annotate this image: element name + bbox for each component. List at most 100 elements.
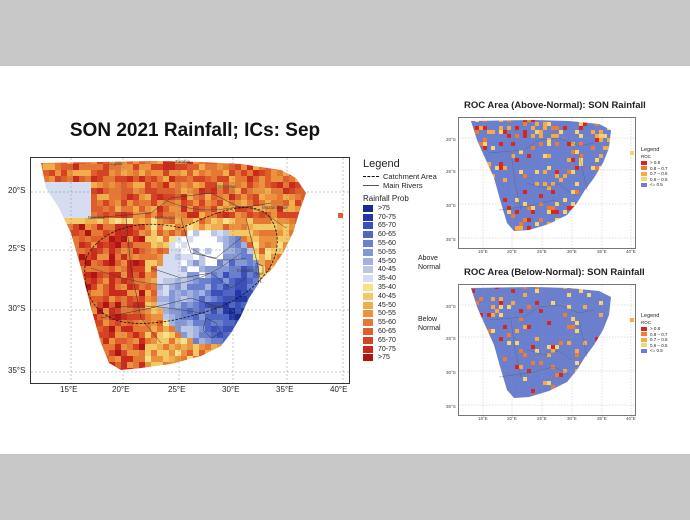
roc-cell bbox=[471, 401, 475, 405]
roc-cell bbox=[559, 242, 563, 246]
roc-cell bbox=[515, 130, 520, 135]
roc-cell bbox=[555, 287, 560, 290]
rainfall-cell bbox=[205, 218, 212, 225]
rainfall-cell bbox=[271, 194, 278, 201]
roc-cell bbox=[615, 170, 619, 174]
roc-cell bbox=[487, 182, 492, 187]
rainfall-cell bbox=[181, 182, 188, 189]
rainfall-cell bbox=[229, 200, 236, 207]
rainfall-cell bbox=[157, 248, 164, 255]
roc-cell bbox=[499, 158, 504, 163]
rainfall-cell bbox=[41, 212, 44, 219]
rainfall-cell bbox=[337, 368, 343, 374]
roc-cell bbox=[463, 210, 467, 214]
rainfall-cell bbox=[307, 356, 313, 362]
roc-cell bbox=[535, 293, 540, 298]
roc-cell bbox=[483, 158, 488, 163]
rainfall-cell bbox=[229, 356, 236, 363]
rainfall-cell bbox=[283, 368, 290, 370]
rainfall-cell bbox=[49, 296, 56, 303]
roc-cell bbox=[623, 118, 627, 122]
roc-cell bbox=[483, 325, 488, 330]
roc-cell bbox=[603, 297, 608, 302]
roc-cell bbox=[479, 317, 484, 322]
roc-cell bbox=[607, 329, 611, 334]
rainfall-cell bbox=[199, 254, 206, 261]
rainfall-cell bbox=[205, 374, 211, 380]
roc-cell bbox=[547, 130, 552, 135]
rainfall-cell bbox=[247, 236, 254, 243]
rainfall-cell bbox=[247, 254, 254, 261]
rainfall-cell bbox=[289, 278, 296, 285]
rainfall-cell bbox=[103, 350, 110, 357]
roc-cell bbox=[519, 373, 524, 378]
roc-cell bbox=[627, 246, 631, 248]
roc-cell bbox=[459, 381, 463, 385]
roc-cell bbox=[555, 238, 559, 242]
roc-cell bbox=[495, 365, 500, 370]
roc-cell bbox=[547, 194, 552, 199]
roc-cell bbox=[503, 397, 508, 398]
rainfall-cell bbox=[97, 374, 103, 380]
roc-cell bbox=[475, 293, 480, 298]
rainfall-cell bbox=[127, 296, 134, 303]
roc-cell bbox=[479, 287, 484, 290]
roc-cell bbox=[603, 154, 608, 159]
roc-cell bbox=[583, 389, 588, 394]
roc-cell bbox=[563, 297, 568, 302]
rainfall-cell bbox=[283, 326, 290, 333]
place-namibia: Namibia bbox=[88, 215, 105, 220]
roc-cell bbox=[559, 170, 564, 175]
roc-cell bbox=[615, 301, 619, 305]
roc-cell bbox=[527, 385, 532, 390]
roc-cell bbox=[535, 146, 540, 151]
roc-cell bbox=[463, 393, 467, 397]
roc-cell bbox=[535, 393, 540, 398]
rainfall-cell bbox=[271, 161, 278, 165]
roc-cell bbox=[539, 162, 544, 167]
roc-cell bbox=[459, 357, 463, 361]
roc-cell bbox=[463, 198, 467, 202]
rainfall-cell bbox=[277, 236, 284, 243]
roc-cell bbox=[575, 373, 580, 378]
rainfall-cell bbox=[43, 332, 50, 339]
roc-cell bbox=[539, 182, 544, 187]
rainfall-cell bbox=[91, 368, 98, 370]
rainfall-cell bbox=[157, 344, 164, 351]
roc-cell bbox=[603, 301, 608, 306]
rainfall-cell bbox=[109, 236, 116, 243]
roc-cell bbox=[583, 341, 588, 346]
roc-cell bbox=[515, 409, 519, 413]
roc-cell bbox=[551, 246, 555, 248]
roc-cell bbox=[471, 385, 476, 390]
roc-cell bbox=[611, 122, 615, 126]
roc-cell bbox=[491, 246, 495, 248]
roc-cell bbox=[527, 305, 532, 310]
roc-cell bbox=[471, 246, 475, 248]
roc-cell bbox=[543, 337, 548, 342]
rainfall-cell bbox=[265, 248, 272, 255]
rainfall-cell bbox=[55, 272, 62, 279]
roc-cell bbox=[471, 365, 476, 370]
roc-cell bbox=[571, 393, 576, 398]
rainfall-cell bbox=[253, 230, 260, 237]
rainfall-cell bbox=[127, 206, 134, 213]
roc-cell bbox=[479, 206, 484, 211]
roc-cell bbox=[547, 287, 552, 290]
roc-cell bbox=[463, 218, 467, 222]
roc-class-swatch bbox=[641, 160, 647, 165]
roc-cell bbox=[531, 120, 536, 123]
roc-cell bbox=[495, 222, 500, 227]
rainfall-cell bbox=[319, 248, 325, 254]
roc-cell bbox=[627, 389, 631, 393]
rainfall-cell bbox=[175, 248, 182, 255]
roc-cell bbox=[607, 301, 611, 306]
rainfall-cell bbox=[325, 182, 331, 188]
rainfall-cell bbox=[121, 350, 128, 357]
rainfall-cell bbox=[199, 278, 206, 285]
rainfall-cell bbox=[331, 218, 337, 224]
rainfall-cell bbox=[277, 170, 284, 177]
roc-cell bbox=[619, 401, 623, 405]
roc-cell bbox=[531, 202, 536, 207]
roc-cell bbox=[483, 389, 488, 394]
